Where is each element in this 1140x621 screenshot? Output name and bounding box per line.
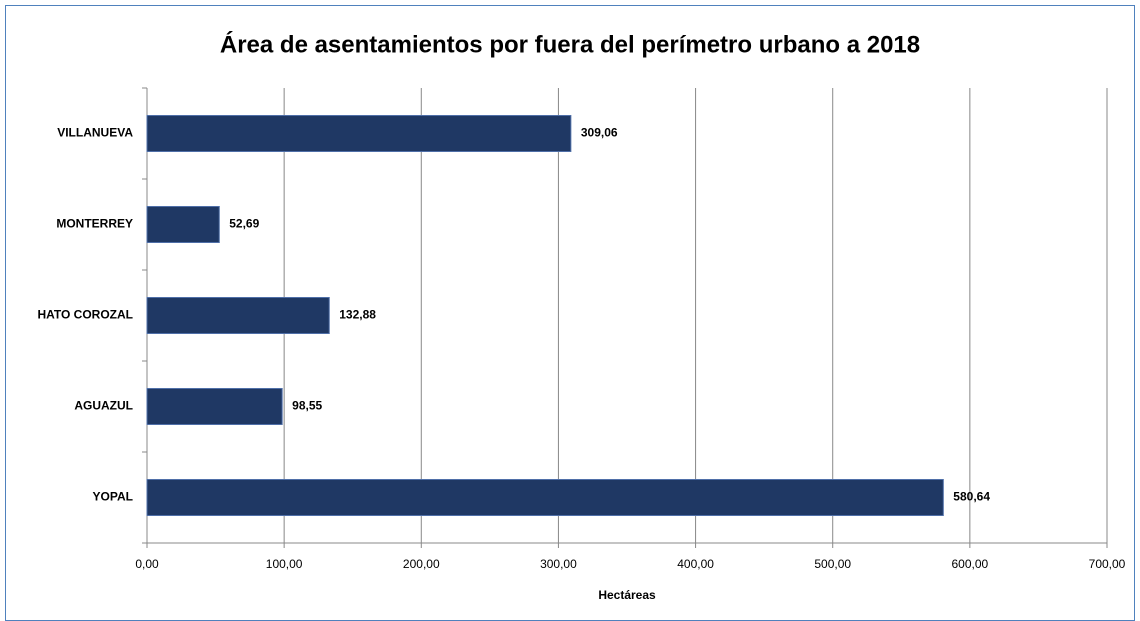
x-tick-label: 700,00 — [1089, 557, 1126, 571]
y-tick-label: MONTERREY — [56, 217, 133, 231]
bar — [146, 115, 572, 152]
x-tick-label: 100,00 — [266, 557, 303, 571]
y-tick-label: HATO COROZAL — [37, 308, 133, 322]
x-tick-label: 0,00 — [135, 557, 159, 571]
value-label: 309,06 — [581, 126, 618, 140]
chart-title: Área de asentamientos por fuera del perí… — [220, 30, 920, 58]
y-tick-label: VILLANUEVA — [57, 126, 133, 140]
value-label: 98,55 — [292, 399, 322, 413]
bar — [146, 297, 330, 334]
value-label: 132,88 — [339, 308, 376, 322]
value-label: 580,64 — [953, 490, 990, 504]
x-tick-label: 600,00 — [952, 557, 989, 571]
x-tick-label: 300,00 — [540, 557, 577, 571]
x-axis-label: Hectáreas — [598, 588, 656, 602]
y-tick-label: AGUAZUL — [74, 399, 133, 413]
x-tick-label: 500,00 — [814, 557, 851, 571]
y-tick-label: YOPAL — [93, 490, 133, 504]
bar — [146, 388, 283, 425]
bar — [146, 206, 220, 243]
value-label: 52,69 — [229, 217, 259, 231]
bar — [146, 479, 944, 516]
x-tick-label: 400,00 — [677, 557, 714, 571]
x-tick-label: 200,00 — [403, 557, 440, 571]
